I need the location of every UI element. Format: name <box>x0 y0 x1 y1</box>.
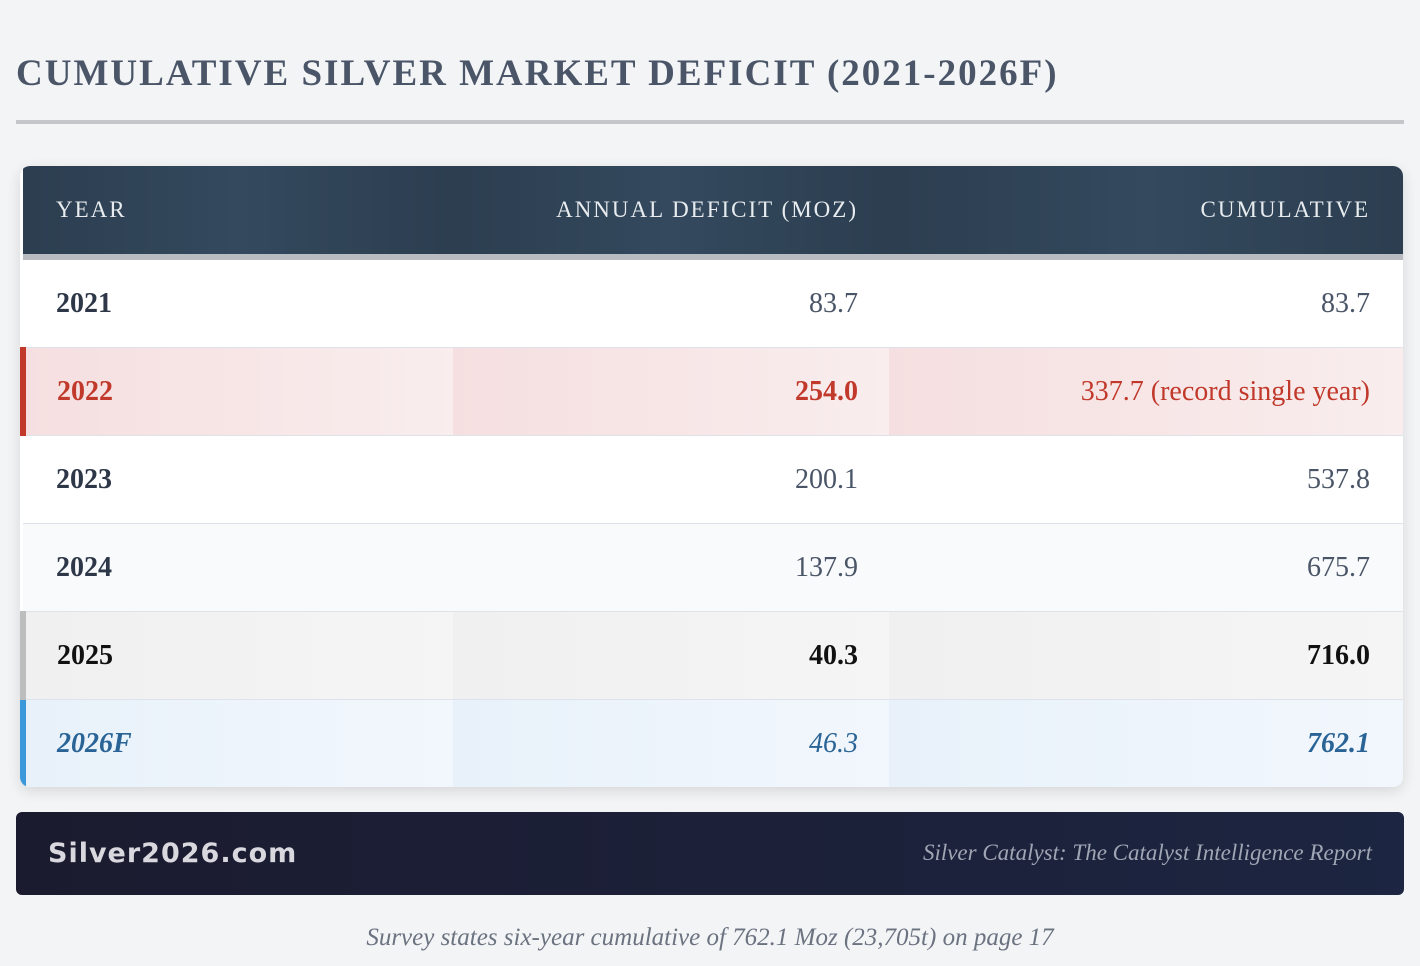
table-row: 2023 200.1 537.8 <box>23 435 1403 524</box>
footer-bar: Silver2026.com Silver Catalyst: The Cata… <box>16 812 1404 895</box>
table-row: 2021 83.7 83.7 <box>23 257 1403 348</box>
header-cell: YEAR <box>23 166 453 260</box>
header-cell: ANNUAL DEFICIT (MOZ) <box>453 166 889 260</box>
table-cell: 40.3 <box>453 611 889 700</box>
table-cell: 2023 <box>23 435 453 524</box>
table-cell: 2026F <box>20 699 453 787</box>
brand: Silver2026.com <box>48 838 298 869</box>
table-cell: 537.8 <box>889 435 1403 524</box>
table-cell: 137.9 <box>453 523 889 612</box>
table-cell: 83.7 <box>453 257 889 348</box>
note: Survey states six-year cumulative of 762… <box>366 924 1054 951</box>
table-cell: 337.7 (record single year) <box>889 347 1403 436</box>
table-cell: 2021 <box>23 257 453 348</box>
header-cell: CUMULATIVE <box>889 166 1403 260</box>
table-cell: 2024 <box>23 523 453 612</box>
table-cell: 762.1 <box>889 699 1403 787</box>
table-cell: 716.0 <box>889 611 1403 700</box>
header-row: YEAR ANNUAL DEFICIT (MOZ) CUMULATIVE <box>23 166 1403 260</box>
table-cell: 2025 <box>20 611 453 700</box>
title: CUMULATIVE SILVER MARKET DEFICIT (2021-2… <box>16 53 1059 94</box>
table-body: 2021 83.7 83.7 2022 254.0 337.7 (record singl… <box>20 257 1403 787</box>
table-row: 2022 254.0 337.7 (record single year) <box>20 347 1403 436</box>
deficit-table: YEAR ANNUAL DEFICIT (MOZ) CUMULATIVE 202… <box>20 166 1403 787</box>
table-row: 2026F 46.3 762.1 <box>20 699 1403 787</box>
source: Silver Catalyst: The Catalyst Intelligen… <box>922 840 1372 865</box>
title-rule <box>16 120 1404 124</box>
table-row: 2025 40.3 716.0 <box>20 611 1403 700</box>
table-row: 2024 137.9 675.7 <box>23 523 1403 612</box>
table-cell: 2022 <box>20 347 453 436</box>
table-card: YEAR ANNUAL DEFICIT (MOZ) CUMULATIVE 202… <box>20 166 1403 787</box>
table-cell: 46.3 <box>453 699 889 787</box>
table-cell: 200.1 <box>453 435 889 524</box>
table-cell: 254.0 <box>453 347 889 436</box>
table-cell: 675.7 <box>889 523 1403 612</box>
table-cell: 83.7 <box>889 257 1403 348</box>
